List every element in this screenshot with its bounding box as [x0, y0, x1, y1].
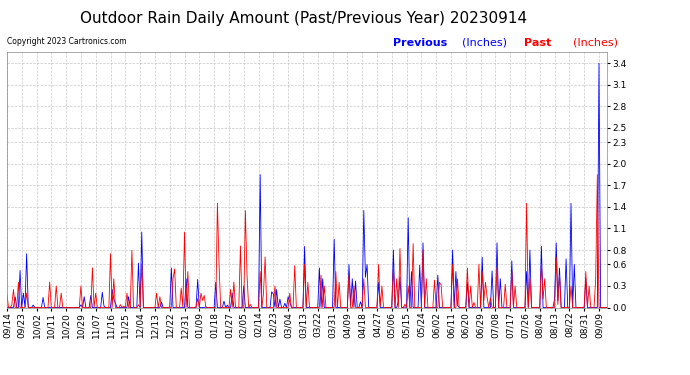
Text: Past: Past — [524, 38, 551, 48]
Text: Outdoor Rain Daily Amount (Past/Previous Year) 20230914: Outdoor Rain Daily Amount (Past/Previous… — [80, 11, 527, 26]
Text: Copyright 2023 Cartronics.com: Copyright 2023 Cartronics.com — [7, 38, 126, 46]
Text: Previous: Previous — [393, 38, 448, 48]
Text: (Inches): (Inches) — [462, 38, 507, 48]
Text: (Inches): (Inches) — [573, 38, 618, 48]
